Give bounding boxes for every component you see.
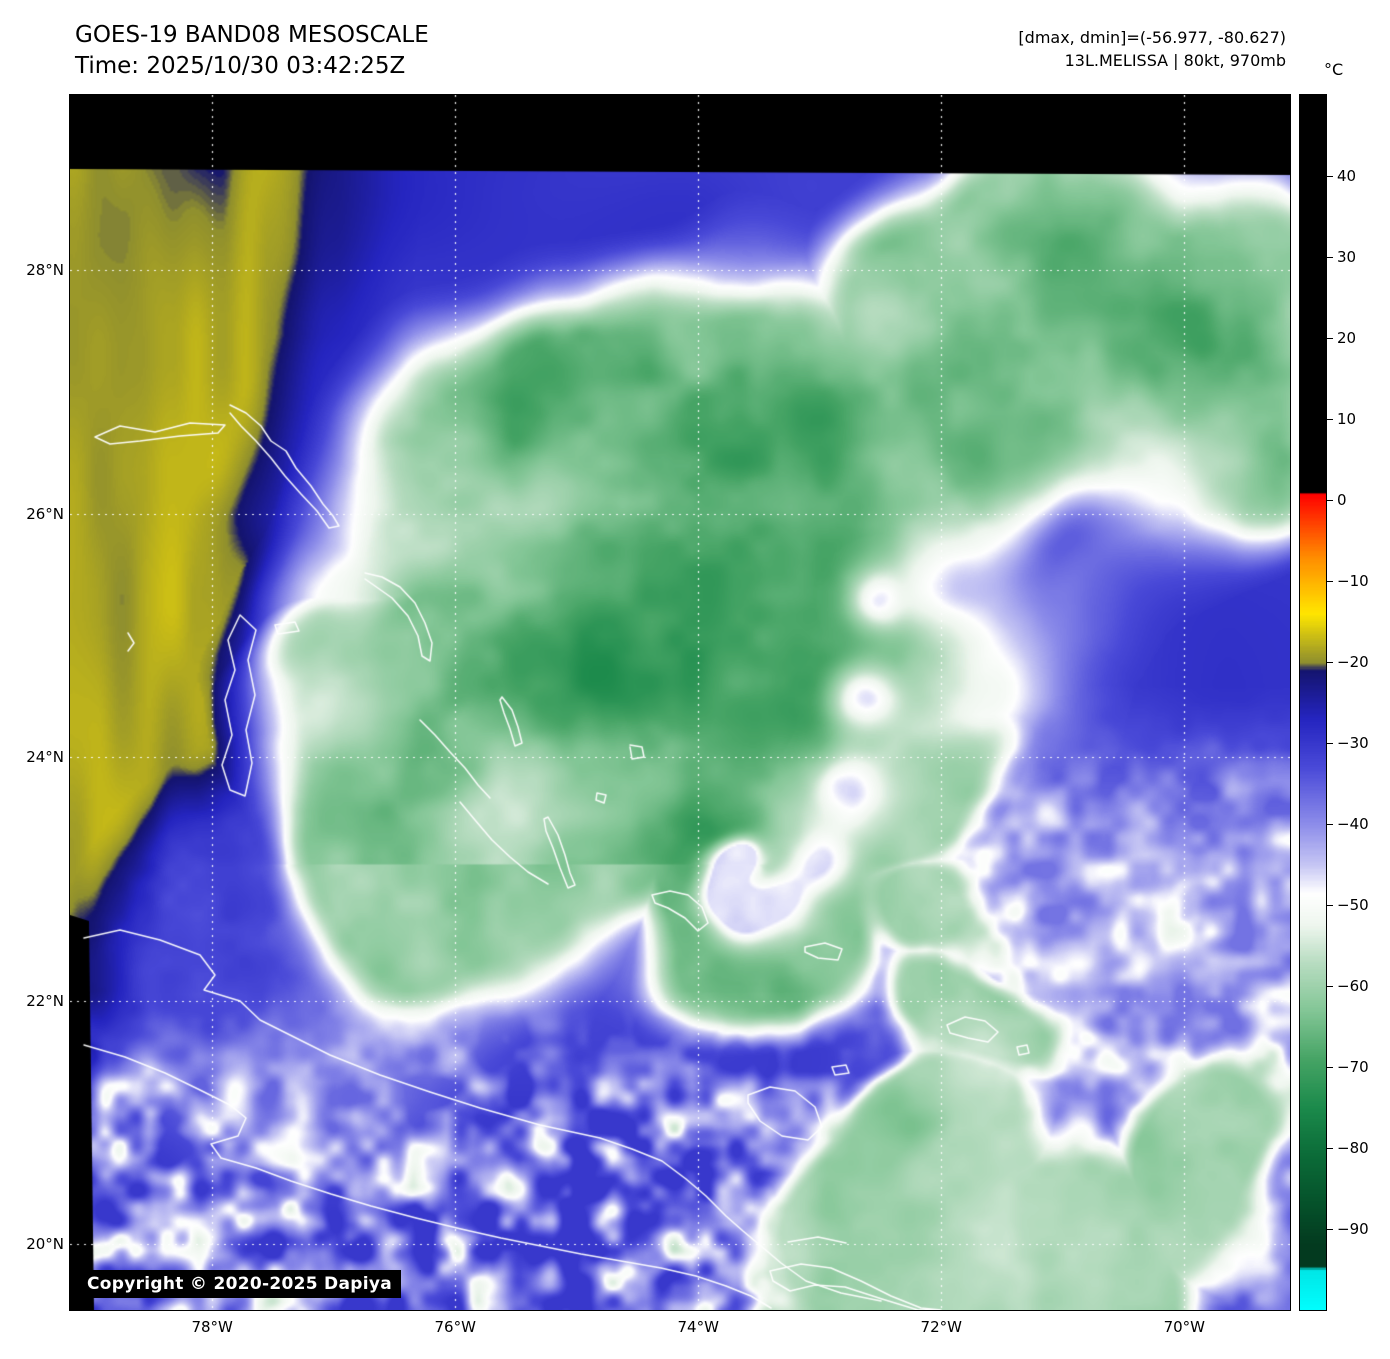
colorbar-tick--30: −30 (1337, 734, 1369, 752)
colorbar-tick-20: 20 (1337, 329, 1357, 347)
copyright-watermark: Copyright © 2020-2025 Dapiya (78, 1270, 401, 1298)
colorbar-tick-0: 0 (1337, 491, 1347, 509)
colorbar-tick--80: −80 (1337, 1139, 1369, 1157)
colorbar-tick-mark (1326, 581, 1333, 582)
lon-label-78w: 78°W (191, 1318, 233, 1336)
product-title: GOES-19 BAND08 MESOSCALE (75, 22, 429, 48)
colorbar-tick-mark (1326, 662, 1333, 663)
colorbar-tick-mark (1326, 986, 1333, 987)
colorbar-tick-mark (1326, 257, 1333, 258)
lon-label-74w: 74°W (677, 1318, 719, 1336)
colorbar-unit-label: °C (1324, 60, 1344, 79)
timestamp: Time: 2025/10/30 03:42:25Z (75, 53, 406, 79)
colorbar-tick--60: −60 (1337, 977, 1369, 995)
lon-label-76w: 76°W (434, 1318, 476, 1336)
colorbar-tick-mark (1326, 905, 1333, 906)
colorbar-tick-mark (1326, 176, 1333, 177)
lat-label-28n: 28°N (26, 261, 64, 280)
colorbar-tick-40: 40 (1337, 167, 1357, 185)
lon-label-70w: 70°W (1163, 1318, 1205, 1336)
dmax-dmin-readout: [dmax, dmin]=(-56.977, -80.627) (1018, 28, 1286, 47)
colorbar-tick-mark (1326, 338, 1333, 339)
colorbar-tick--70: −70 (1337, 1058, 1369, 1076)
satellite-imagery-canvas (70, 95, 1290, 1310)
colorbar-tick-30: 30 (1337, 248, 1357, 266)
colorbar-tick-10: 10 (1337, 410, 1357, 428)
colorbar-tick--90: −90 (1337, 1220, 1369, 1238)
colorbar-tick-mark (1326, 1148, 1333, 1149)
map-frame: Copyright © 2020-2025 Dapiya (69, 94, 1291, 1311)
colorbar-tick--10: −10 (1337, 572, 1369, 590)
storm-info: 13L.MELISSA | 80kt, 970mb (1064, 51, 1286, 70)
lat-label-24n: 24°N (26, 748, 64, 767)
colorbar (1299, 94, 1327, 1311)
colorbar-tick--20: −20 (1337, 653, 1369, 671)
lat-label-20n: 20°N (26, 1235, 64, 1254)
colorbar-tick--40: −40 (1337, 815, 1369, 833)
colorbar-tick-mark (1326, 500, 1333, 501)
colorbar-tick-mark (1326, 743, 1333, 744)
lat-label-22n: 22°N (26, 991, 64, 1010)
colorbar-tick--50: −50 (1337, 896, 1369, 914)
lon-label-72w: 72°W (920, 1318, 962, 1336)
colorbar-tick-mark (1326, 1067, 1333, 1068)
colorbar-tick-mark (1326, 419, 1333, 420)
colorbar-tick-mark (1326, 824, 1333, 825)
lat-label-26n: 26°N (26, 504, 64, 523)
colorbar-tick-mark (1326, 1229, 1333, 1230)
